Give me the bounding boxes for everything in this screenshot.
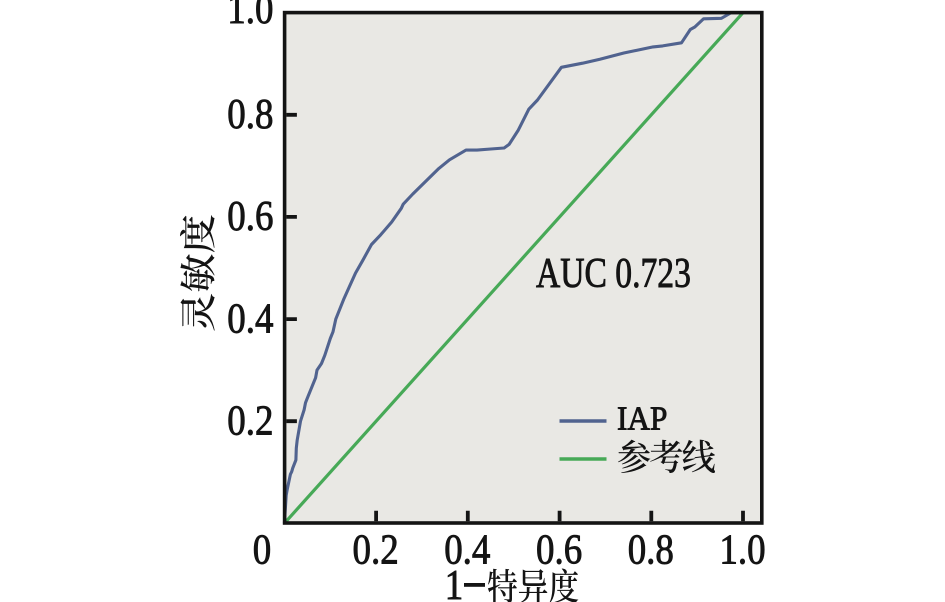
svg-text:0.6: 0.6 <box>227 193 273 240</box>
svg-text:0.8: 0.8 <box>227 91 273 138</box>
svg-text:0.4: 0.4 <box>227 295 273 342</box>
svg-text:0.8: 0.8 <box>628 526 674 573</box>
svg-text:AUC 0.723: AUC 0.723 <box>536 251 691 297</box>
svg-text:0.6: 0.6 <box>536 526 582 573</box>
svg-text:1.0: 1.0 <box>227 0 273 33</box>
svg-text:0: 0 <box>253 526 271 573</box>
svg-text:1: 1 <box>445 562 463 602</box>
svg-text:0.2: 0.2 <box>227 397 273 444</box>
svg-text:IAP: IAP <box>617 400 667 437</box>
svg-text:1.0: 1.0 <box>719 526 765 573</box>
svg-text:0.4: 0.4 <box>444 526 490 573</box>
svg-text:0.2: 0.2 <box>353 526 399 573</box>
